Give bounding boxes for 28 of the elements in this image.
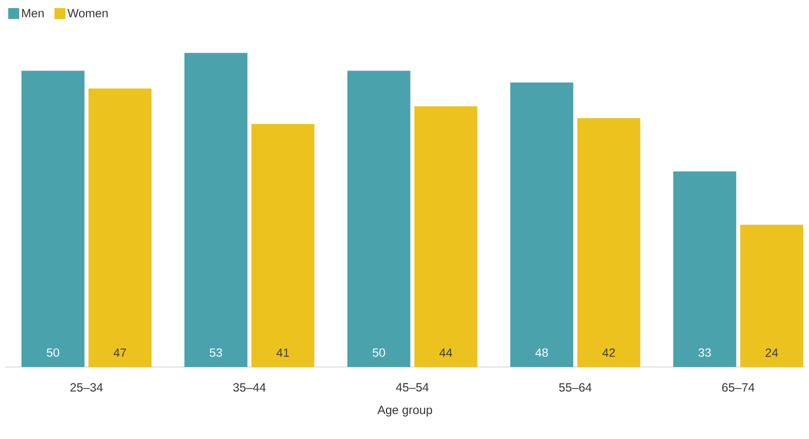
data-label: 48 xyxy=(535,348,548,357)
data-label: 53 xyxy=(210,348,222,357)
data-label: 47 xyxy=(114,348,126,357)
legend-label: Men xyxy=(22,9,44,18)
bar xyxy=(347,70,410,367)
x-tick-label: 45–54 xyxy=(396,383,429,392)
bar xyxy=(510,82,574,367)
legend-label: Women xyxy=(67,9,108,18)
bar xyxy=(21,70,84,367)
data-label: 41 xyxy=(276,348,289,357)
data-label: 42 xyxy=(602,348,615,357)
bar xyxy=(740,224,804,367)
bar xyxy=(184,52,248,367)
bar xyxy=(88,88,152,367)
bar xyxy=(251,124,314,367)
data-label: 50 xyxy=(46,348,60,357)
bar xyxy=(577,118,640,367)
data-label: 50 xyxy=(372,348,386,357)
x-tick-label: 35–44 xyxy=(233,383,266,392)
bar xyxy=(673,171,736,367)
x-tick-label: 65–74 xyxy=(722,383,754,392)
bar xyxy=(414,106,478,367)
data-label: 24 xyxy=(766,348,778,357)
x-tick-label: 25–34 xyxy=(70,383,103,392)
x-tick-label: 55–64 xyxy=(559,383,592,392)
data-label: 44 xyxy=(439,348,452,357)
data-label: 33 xyxy=(698,348,711,357)
x-axis-title: Age group xyxy=(377,406,432,417)
